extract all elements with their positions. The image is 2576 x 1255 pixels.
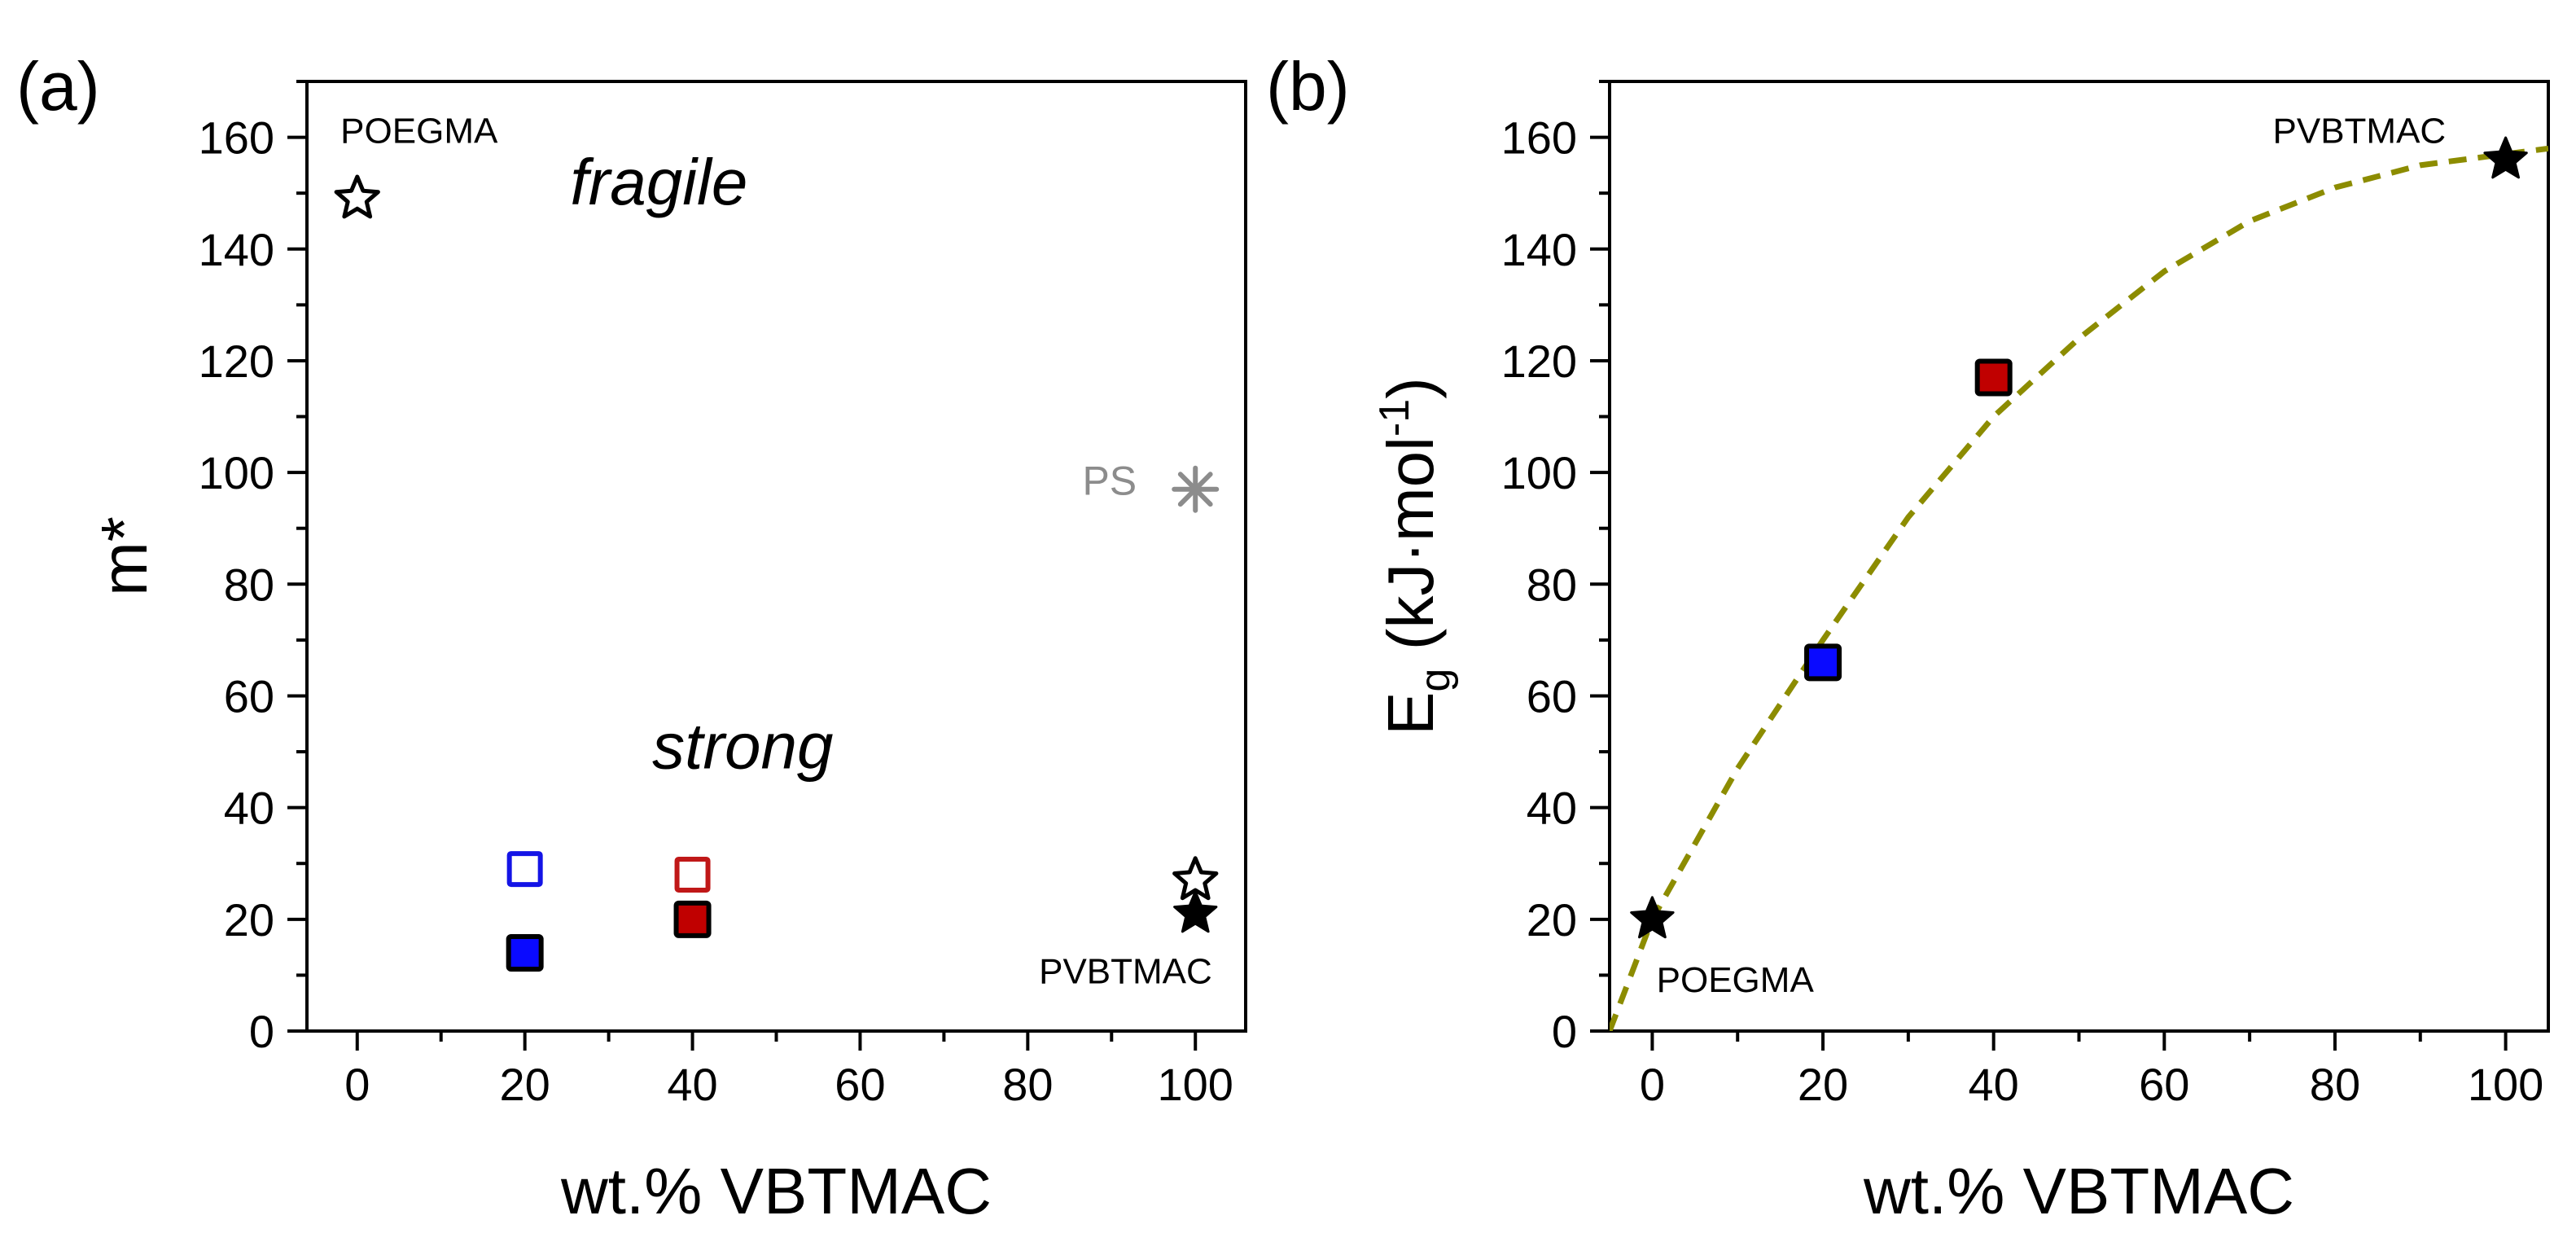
- y-axis-label: Eg (kJ·mol-1): [1371, 377, 1459, 735]
- plot-frame: [305, 80, 1247, 1033]
- annotation-label: strong: [652, 710, 833, 783]
- annotation-label: PVBTMAC: [1039, 952, 1212, 992]
- y-tick-label: 0: [249, 1006, 274, 1057]
- annotation-label: POEGMA: [1657, 960, 1815, 1000]
- x-tick-label: 0: [1640, 1059, 1665, 1110]
- y-tick-label: 120: [199, 336, 274, 387]
- annotation-label: PVBTMAC: [2273, 111, 2447, 151]
- y-tick-label: 80: [224, 559, 274, 610]
- data-point: [1804, 643, 1842, 682]
- y-tick-label: 20: [1527, 894, 1577, 946]
- y-tick-label: 0: [1552, 1006, 1577, 1057]
- data-point: [1172, 856, 1219, 901]
- data-point: [1974, 358, 2013, 397]
- y-tick-label: 140: [1501, 224, 1577, 275]
- y-tick-label: 100: [199, 447, 274, 498]
- y-tick-label: 60: [1527, 670, 1577, 722]
- x-tick-label: 20: [1798, 1059, 1848, 1110]
- data-point: [1630, 896, 1675, 939]
- y-tick-label: 100: [1501, 447, 1577, 498]
- annotation-label: fragile: [570, 146, 747, 218]
- x-tick-label: 80: [1002, 1059, 1053, 1110]
- panel-label: (a): [16, 48, 100, 125]
- y-tick-label: 160: [199, 112, 274, 164]
- data-point: [1172, 465, 1220, 513]
- y-label-units: (kJ·mol: [1374, 437, 1447, 668]
- x-tick-label: 0: [344, 1059, 370, 1110]
- fit-line: [1610, 145, 2548, 1031]
- x-tick-label: 60: [835, 1059, 885, 1110]
- data-point: [506, 933, 544, 972]
- asterisk-arm: [1177, 472, 1213, 507]
- y-label-subscript: g: [1412, 669, 1459, 692]
- x-tick-label: 20: [500, 1059, 550, 1110]
- panel-label: (b): [1266, 48, 1350, 125]
- data-point: [673, 900, 712, 938]
- x-tick-label: 40: [667, 1059, 717, 1110]
- panel-a: 0 20 40 60 80 100 0 20 40 60 80 100 120 140 160 wt.% VB…: [16, 48, 1247, 1227]
- panel-b: 0 20 40 60 80 100 0 20 40 60 80 100 120 140 160 wt.% VB…: [1266, 48, 2550, 1227]
- x-tick-label: 100: [2468, 1059, 2543, 1110]
- y-label-superscript: -1: [1371, 399, 1418, 437]
- y-label-close: ): [1374, 377, 1447, 399]
- annotation-label: POEGMA: [340, 111, 498, 151]
- y-tick-label: 40: [224, 783, 274, 834]
- data-point: [506, 851, 543, 888]
- y-axis-label: m*: [88, 516, 160, 596]
- x-axis-label: wt.% VBTMAC: [560, 1155, 992, 1227]
- data-point: [2483, 136, 2528, 179]
- data-point: [334, 174, 380, 219]
- data-point: [1173, 890, 1218, 933]
- plot-frame: [1608, 80, 2550, 1033]
- y-tick-label: 140: [199, 224, 274, 275]
- x-tick-label: 80: [2310, 1059, 2360, 1110]
- y-tick-label: 60: [224, 670, 274, 722]
- data-point: [674, 856, 711, 893]
- y-tick-label: 160: [1501, 112, 1577, 164]
- x-tick-label: 100: [1158, 1059, 1233, 1110]
- y-tick-label: 40: [1527, 783, 1577, 834]
- y-tick-label: 80: [1527, 559, 1577, 610]
- y-label-main: E: [1374, 691, 1447, 735]
- annotation-label: PS: [1082, 459, 1137, 504]
- x-axis-label: wt.% VBTMAC: [1863, 1155, 2294, 1227]
- y-tick-label: 120: [1501, 336, 1577, 387]
- x-tick-label: 60: [2139, 1059, 2189, 1110]
- x-tick-label: 40: [1969, 1059, 2019, 1110]
- y-tick-label: 20: [224, 894, 274, 946]
